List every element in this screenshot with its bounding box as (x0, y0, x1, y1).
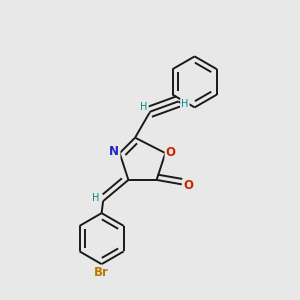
Text: N: N (109, 145, 119, 158)
Text: H: H (181, 99, 189, 109)
Text: H: H (92, 193, 99, 203)
Text: O: O (166, 146, 176, 159)
Text: O: O (183, 179, 193, 192)
Text: Br: Br (94, 266, 109, 279)
Text: H: H (140, 102, 148, 112)
